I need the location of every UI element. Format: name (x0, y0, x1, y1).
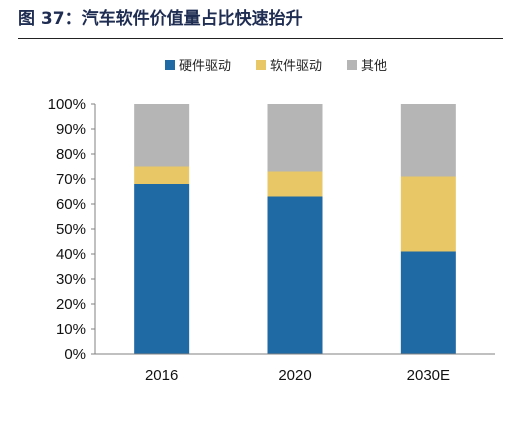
figure-title: 图 37：汽车软件价值量占比快速抬升 (18, 9, 303, 29)
bar-2016-series-1 (134, 166, 190, 184)
y-tick-label: 80% (56, 146, 86, 163)
legend-swatch (347, 60, 357, 70)
legend-label: 其他 (361, 59, 387, 74)
bars (134, 104, 456, 354)
y-tick-label: 10% (56, 321, 86, 338)
x-axis: 2016 2020 2030E (95, 353, 495, 384)
x-tick-label: 2030E (407, 367, 450, 384)
y-tick-label: 90% (56, 121, 86, 138)
bar-2016-series-0 (134, 184, 190, 354)
bar-2020-series-2 (267, 104, 323, 172)
bar-2030E-series-2 (400, 104, 456, 177)
legend-label: 硬件驱动 (179, 59, 231, 74)
legend-swatch (165, 60, 175, 70)
x-tick-label: 2020 (278, 367, 311, 384)
y-axis: 0% 10% 20% 30% 40% 50% 60% 70% 80% 90% 100% (48, 96, 96, 363)
legend: 硬件驱动 软件驱动 其他 (165, 59, 387, 74)
y-tick-label: 50% (56, 221, 86, 238)
legend-label: 软件驱动 (270, 59, 322, 74)
y-tick-label: 40% (56, 246, 86, 263)
title-divider (18, 38, 503, 39)
bar-2020-series-0 (267, 196, 323, 354)
legend-swatch (256, 60, 266, 70)
bar-2030E-series-1 (400, 176, 456, 252)
bar-2016-series-2 (134, 104, 190, 167)
y-tick-label: 30% (56, 271, 86, 288)
x-tick-label: 2016 (145, 367, 178, 384)
y-tick-label: 0% (64, 346, 86, 363)
bar-2030E-series-0 (400, 251, 456, 354)
y-tick-label: 20% (56, 296, 86, 313)
bar-2020-series-1 (267, 171, 323, 197)
y-tick-label: 100% (48, 96, 86, 113)
y-tick-label: 60% (56, 196, 86, 213)
y-tick-label: 70% (56, 171, 86, 188)
